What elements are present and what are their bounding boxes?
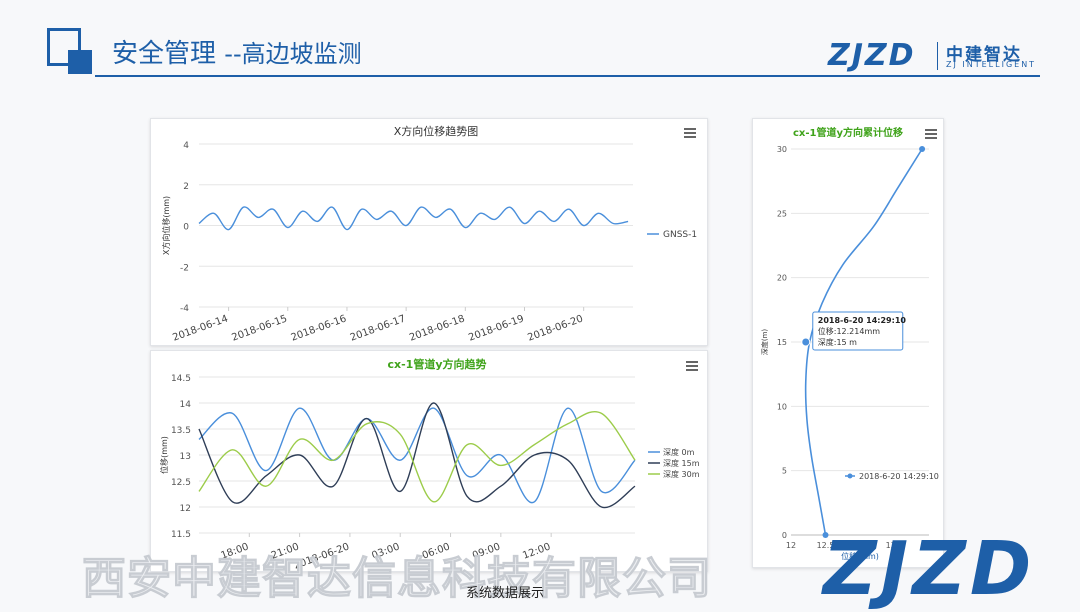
y-trend-chart: cx-1管道y方向趋势 14.5 14 13.5 13 12.5 12 11.5 位移(mm) 1… xyxy=(150,350,708,572)
y-tick-label: 15 xyxy=(777,338,787,347)
menu-icon-bar xyxy=(686,369,698,371)
y-axis-label: 位移(mm) xyxy=(159,436,169,474)
menu-icon-bar xyxy=(684,128,696,130)
y-tick-label: 13 xyxy=(180,452,191,462)
legend-label: 深度 0m xyxy=(663,447,695,457)
brand-name-en: ZJ INTELLIGENT xyxy=(946,60,1037,69)
header-logo-block xyxy=(68,50,92,74)
x-displacement-chart: X方向位移趋势图 4 2 0 -2 -4 X方向位移(mm) 2018-06-14 2018-0… xyxy=(150,118,708,346)
series-line-gnss-1 xyxy=(198,206,629,231)
menu-icon-bar xyxy=(686,361,698,363)
y-tick-label: 12 xyxy=(180,504,191,514)
company-watermark: 西安中建智达信息科技有限公司 xyxy=(82,553,712,605)
y-tick-label: 5 xyxy=(782,467,787,476)
x-tick-label: 2018-06-19 xyxy=(467,313,525,343)
legend-label: 2018-6-20 14:29:10 xyxy=(859,472,939,481)
y-tick-label: 4 xyxy=(183,141,189,151)
chart-title: cx-1管道y方向累计位移 xyxy=(793,126,903,139)
y-tick-label: 20 xyxy=(777,274,787,283)
tooltip-box xyxy=(812,311,904,351)
y-tick-label: 0 xyxy=(782,531,787,540)
y-tick-label: 13.5 xyxy=(171,426,191,436)
tooltip-title: 2018-6-20 14:29:10 xyxy=(818,316,907,325)
footer-brand-logo: ZJZD xyxy=(823,526,1036,612)
x-tick-label: 13 xyxy=(855,541,865,550)
brand-logo-mark: ZJZD xyxy=(828,38,916,73)
header-logo-outline xyxy=(47,28,81,66)
menu-icon-bar xyxy=(684,132,696,134)
y-axis-label: 深度(m) xyxy=(760,329,769,356)
brand-name-cn: 中建智达 xyxy=(946,45,1022,65)
y-trend-chart-svg: cx-1管道y方向趋势14.51413.51312.51211.5位移(mm)1… xyxy=(159,357,700,571)
legend-label: 深度 15m xyxy=(663,458,700,468)
menu-icon-bar xyxy=(925,129,937,131)
tooltip-line-depth: 深度:15 m xyxy=(818,337,857,347)
x-tick-label: 12.5 xyxy=(817,541,835,550)
legend-label: 深度 30m xyxy=(663,469,700,479)
menu-icon-bar xyxy=(925,137,937,139)
x-tick-label: 2018-06-16 xyxy=(290,313,348,343)
x-tick-label: 14 xyxy=(924,541,934,550)
y-tick-label: 30 xyxy=(777,145,787,154)
legend-marker xyxy=(847,473,853,479)
y-axis-label: X方向位移(mm) xyxy=(161,196,171,255)
y-tick-label: -4 xyxy=(180,304,189,314)
chart-title: cx-1管道y方向趋势 xyxy=(387,357,486,371)
y-tick-label: 10 xyxy=(777,402,787,411)
x-tick-label: 2018-06-14 xyxy=(171,313,229,343)
data-point-bottom xyxy=(822,532,829,538)
x-tick-label: 2018-06-17 xyxy=(349,313,407,343)
page-title: 安全管理 --高边坡监测 xyxy=(112,33,362,70)
hamburger-menu-icon[interactable] xyxy=(686,361,698,371)
chart-title: X方向位移趋势图 xyxy=(394,124,479,138)
y-tick-label: 0 xyxy=(183,223,189,233)
x-axis-label: 位移(mm) xyxy=(841,551,879,561)
y-tick-label: 11.5 xyxy=(171,530,191,540)
series-line-3 xyxy=(198,411,636,503)
series-line-1 xyxy=(198,407,636,504)
slide-caption: 系统数据展示 xyxy=(465,586,544,601)
x-tick-label: 2018-06-20 xyxy=(526,313,584,343)
y-tick-label: 14.5 xyxy=(171,374,191,384)
y-cumulative-chart-svg: cx-1管道y方向累计位移 30 25 20 15 10 5 012 12.5 13 13.5 14 位… xyxy=(760,126,939,561)
x-tick-label: 13.5 xyxy=(886,541,904,550)
x-tick-label: 2018-06-18 xyxy=(408,313,466,343)
hamburger-menu-icon[interactable] xyxy=(925,129,937,139)
legend-label: GNSS-1 xyxy=(663,230,697,240)
page-title-main: 安全管理 xyxy=(112,39,217,69)
menu-icon-bar xyxy=(686,365,698,367)
tooltip-line-displacement: 位移:12.214mm xyxy=(818,326,880,336)
menu-icon-bar xyxy=(925,133,937,135)
series-line-2 xyxy=(198,402,636,509)
x-tick-label: 2018-06-15 xyxy=(230,313,288,343)
data-point-top xyxy=(919,146,926,152)
brand-separator xyxy=(937,42,938,70)
header-divider xyxy=(95,75,1040,77)
data-point-highlight xyxy=(801,337,811,347)
x-tick-label: 12 xyxy=(786,541,796,550)
y-tick-label: 25 xyxy=(777,209,787,218)
menu-icon-bar xyxy=(684,136,696,138)
y-tick-label: 2 xyxy=(183,182,189,192)
y-tick-label: 14 xyxy=(180,400,192,410)
y-cumulative-chart: cx-1管道y方向累计位移 30 25 20 15 10 5 0 12 12.5 13 13.5 14 位… xyxy=(752,118,944,568)
page-title-sub: --高边坡监测 xyxy=(224,40,362,68)
hamburger-menu-icon[interactable] xyxy=(684,128,696,138)
y-tick-label: -2 xyxy=(180,263,189,273)
header: 安全管理 --高边坡监测 ZJZD 中建智达 ZJ INTELLIGENT xyxy=(0,0,1080,85)
y-tick-label: 12.5 xyxy=(171,478,191,488)
